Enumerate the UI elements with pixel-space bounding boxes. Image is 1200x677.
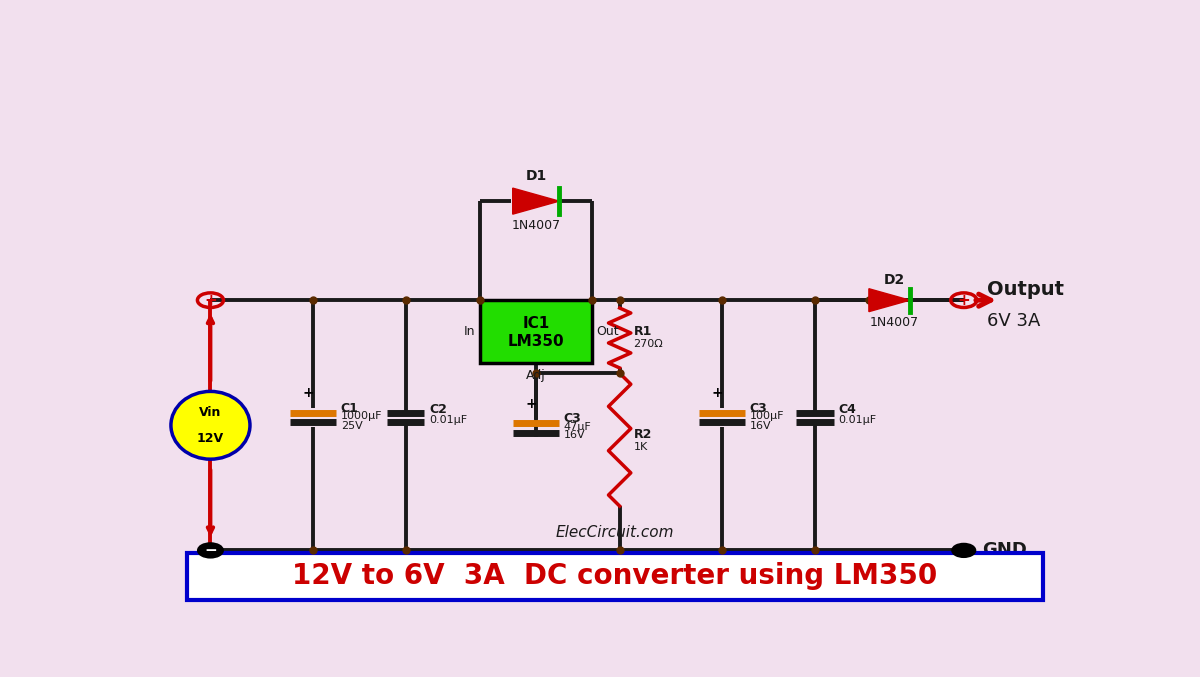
Text: 16V: 16V — [564, 430, 586, 440]
Text: 16V: 16V — [750, 421, 772, 431]
Text: +: + — [204, 292, 217, 307]
Text: +: + — [302, 387, 314, 400]
Text: GND: GND — [983, 542, 1027, 559]
FancyBboxPatch shape — [187, 553, 1043, 600]
Text: C3: C3 — [564, 412, 582, 425]
Text: 270Ω: 270Ω — [634, 339, 664, 349]
Polygon shape — [869, 288, 910, 311]
Text: D2: D2 — [883, 273, 905, 287]
Text: R1: R1 — [634, 325, 652, 338]
Text: 25V: 25V — [341, 421, 362, 431]
Text: R2: R2 — [634, 428, 652, 441]
Text: C4: C4 — [839, 403, 856, 416]
Text: D1: D1 — [526, 169, 546, 183]
Ellipse shape — [170, 391, 250, 459]
Text: +: + — [958, 292, 970, 307]
Text: 100μF: 100μF — [750, 412, 785, 421]
FancyBboxPatch shape — [480, 300, 592, 363]
Text: 1K: 1K — [634, 443, 648, 452]
Text: LM350: LM350 — [508, 334, 564, 349]
Circle shape — [953, 544, 974, 556]
Text: C2: C2 — [430, 403, 446, 416]
Text: Output: Output — [986, 280, 1064, 299]
Text: Adj: Adj — [526, 369, 546, 382]
Text: In: In — [464, 325, 475, 338]
Text: 0.01μF: 0.01μF — [839, 415, 876, 425]
Text: C1: C1 — [341, 401, 359, 414]
Text: 12V to 6V  3A  DC converter using LM350: 12V to 6V 3A DC converter using LM350 — [293, 563, 937, 590]
Text: +: + — [712, 387, 724, 400]
Text: −: − — [204, 543, 217, 558]
Text: 1N4007: 1N4007 — [870, 316, 918, 329]
Text: 1N4007: 1N4007 — [511, 219, 560, 232]
Text: 6V 3A: 6V 3A — [986, 312, 1040, 330]
Circle shape — [198, 544, 222, 557]
Text: IC1: IC1 — [522, 316, 550, 331]
Text: +: + — [526, 397, 538, 411]
Text: 0.01μF: 0.01μF — [430, 415, 467, 425]
Text: ElecCircuit.com: ElecCircuit.com — [556, 525, 674, 540]
Text: 1000μF: 1000μF — [341, 412, 382, 421]
Polygon shape — [512, 188, 559, 214]
Text: Out: Out — [596, 325, 619, 338]
Text: 47μF: 47μF — [564, 422, 592, 432]
Text: Vin: Vin — [199, 406, 222, 419]
Text: 12V: 12V — [197, 432, 224, 445]
Text: C3: C3 — [750, 401, 768, 414]
